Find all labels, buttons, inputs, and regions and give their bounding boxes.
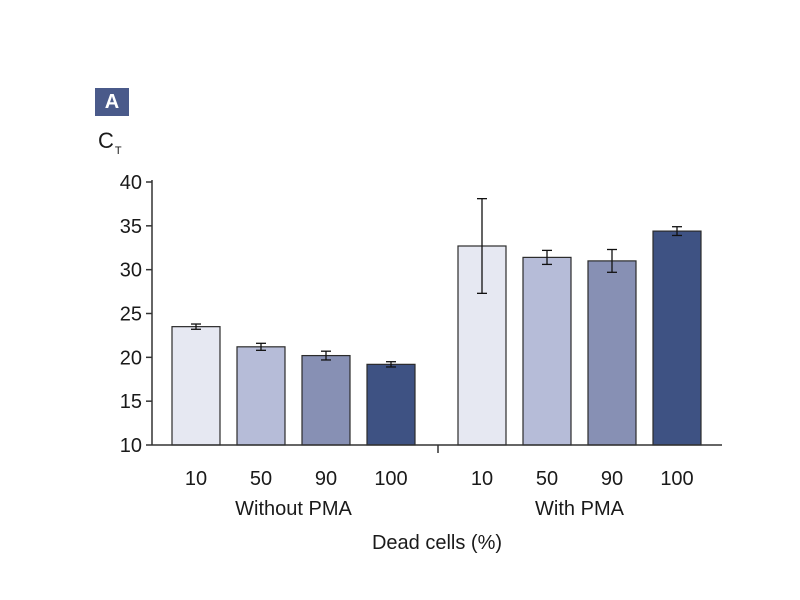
y-tick-label: 15 [120, 391, 142, 413]
bars-layer [171, 230, 702, 446]
group-label: With PMA [535, 498, 625, 520]
panel-label-badge: A [95, 88, 129, 116]
bar-without-pma-10 [171, 326, 221, 446]
x-tick-label: 90 [315, 468, 337, 490]
bar-with-pma-50 [522, 256, 572, 446]
x-tick-label: 50 [536, 468, 558, 490]
x-tick-label: 50 [250, 468, 272, 490]
x-axis-title: Dead cells (%) [372, 532, 502, 554]
labels-layer: 10 15 20 25 30 35 40 10 50 90 100 Without PMA 10 50 90… [120, 172, 694, 554]
y-tick-label: 35 [120, 216, 142, 238]
x-tick-label: 100 [660, 468, 693, 490]
bar-with-pma-90 [587, 260, 637, 446]
x-tick-label: 90 [601, 468, 623, 490]
y-tick-label: 25 [120, 304, 142, 326]
bar-with-pma-100 [652, 230, 702, 446]
error-bars-layer [191, 198, 682, 368]
group-label: Without PMA [235, 498, 352, 520]
bar-without-pma-50 [236, 346, 286, 446]
bar-without-pma-100 [366, 363, 416, 446]
y-axis-label-subscript: T [114, 145, 122, 157]
y-tick-label: 10 [120, 435, 142, 457]
x-tick-label: 10 [471, 468, 493, 490]
y-tick-label: 30 [120, 260, 142, 282]
x-tick-label: 100 [374, 468, 407, 490]
y-axis-label-main: C [98, 128, 114, 153]
y-axis-label: CT [98, 128, 122, 164]
axes-layer [146, 180, 722, 453]
y-tick-label: 40 [120, 172, 142, 194]
x-tick-label: 10 [185, 468, 207, 490]
bar-without-pma-90 [301, 354, 351, 446]
y-tick-label: 20 [120, 347, 142, 369]
